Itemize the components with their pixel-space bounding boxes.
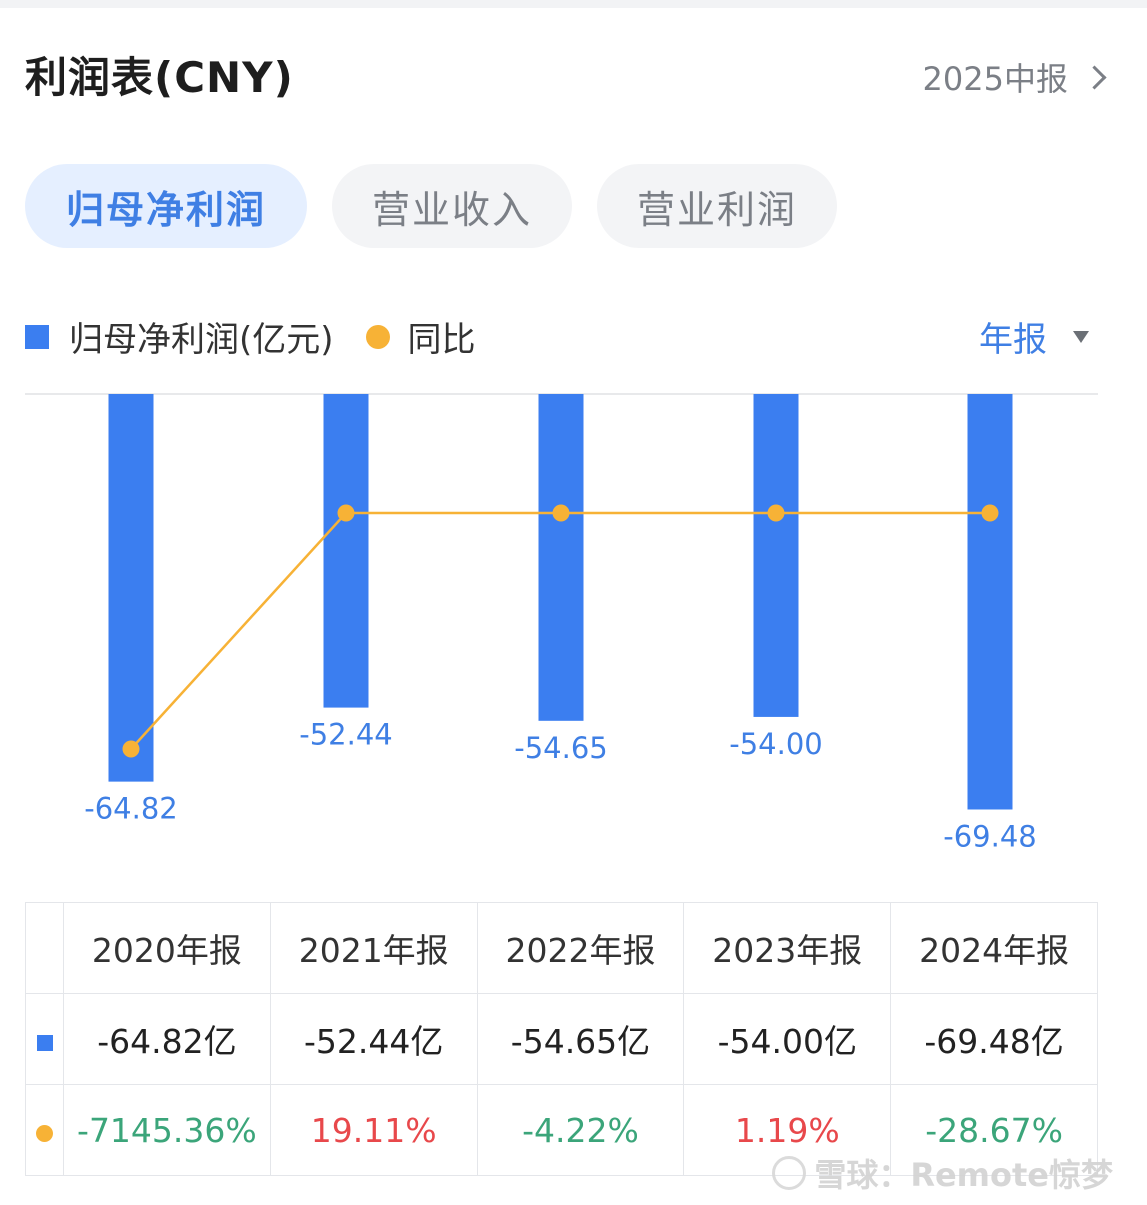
profit-chart: -64.82 -52.44 -54.65 -54.00 -69.48 xyxy=(25,393,1098,853)
yoy-cell: 19.11% xyxy=(269,1084,478,1176)
bar-2020年报 xyxy=(108,394,154,782)
period-selector[interactable]: 2025中报 xyxy=(922,54,1107,100)
yoy-cell: -28.67% xyxy=(890,1084,1098,1176)
yoy-point xyxy=(337,504,355,522)
table-header-cell: 2024年报 xyxy=(890,902,1098,994)
profit-cell: -64.82亿 xyxy=(63,993,271,1085)
bar-value-label: -52.44 xyxy=(299,718,393,752)
yoy-cell: -7145.36% xyxy=(63,1084,271,1176)
yoy-point xyxy=(767,504,785,522)
tab-net-profit[interactable]: 归母净利润 xyxy=(25,164,307,248)
table-header-cell: 2023年报 xyxy=(683,902,892,994)
table-header-cell: 2020年报 xyxy=(63,902,271,994)
profit-cell: -54.65亿 xyxy=(476,993,685,1085)
report-type-label: 年报 xyxy=(979,320,1047,360)
bar-2021年报 xyxy=(323,394,369,708)
xueqiu-logo-icon xyxy=(772,1156,807,1190)
yoy-point xyxy=(981,504,999,522)
top-strip xyxy=(0,0,1147,8)
yoy-cell: -4.22% xyxy=(476,1084,685,1176)
bar-2024年报 xyxy=(967,394,1013,810)
table-header-cell: 2022年报 xyxy=(476,902,685,994)
bar-value-label: -54.65 xyxy=(514,731,608,765)
line-legend-label: 同比 xyxy=(407,320,476,360)
profit-cell: -52.44亿 xyxy=(269,993,478,1085)
table-row-profit: -64.82亿 -52.44亿 -54.65亿 -54.00亿 -69.48亿 xyxy=(25,993,1098,1085)
profit-cell: -69.48亿 xyxy=(890,993,1098,1085)
bar-2022年报 xyxy=(538,394,584,721)
bar-value-label: -54.00 xyxy=(729,727,823,761)
report-type-dropdown[interactable]: 年报 xyxy=(979,312,1089,361)
table-corner-cell xyxy=(25,902,64,994)
table-row-yoy: -7145.36% 19.11% -4.22% 1.19% -28.67% xyxy=(25,1084,1098,1176)
chart-legend: 归母净利润(亿元) 同比 xyxy=(25,312,476,361)
yoy-point xyxy=(552,504,570,522)
table-header-row: 2020年报 2021年报 2022年报 2023年报 2024年报 xyxy=(25,902,1098,994)
yoy-point xyxy=(122,740,140,758)
bar-value-label: -69.48 xyxy=(943,819,1037,853)
watermark-text: 雪球：Remote惊梦 xyxy=(814,1156,1113,1194)
dot-marker-icon xyxy=(36,1124,53,1142)
profit-row-marker-cell xyxy=(25,993,64,1085)
watermark: 雪球：Remote惊梦 xyxy=(772,1150,1113,1196)
caret-down-icon xyxy=(1073,330,1089,343)
tab-revenue[interactable]: 营业收入 xyxy=(332,164,572,248)
table-header-cell: 2021年报 xyxy=(269,902,478,994)
yoy-row-marker-cell xyxy=(25,1084,64,1176)
metric-tabs: 归母净利润 营业收入 营业利润 xyxy=(25,164,837,248)
chevron-right-icon xyxy=(1082,64,1107,90)
bar-value-label: -64.82 xyxy=(84,792,178,826)
page-title: 利润表(CNY) xyxy=(25,53,294,102)
tab-operating-profit[interactable]: 营业利润 xyxy=(597,164,837,248)
line-legend-marker xyxy=(365,324,390,349)
bar-legend-marker xyxy=(25,324,49,349)
period-label: 2025中报 xyxy=(922,60,1068,98)
bar-legend-label: 归母净利润(亿元) xyxy=(69,320,334,360)
bar-2023年报 xyxy=(753,394,799,717)
profit-cell: -54.00亿 xyxy=(683,993,892,1085)
data-table: 2020年报 2021年报 2022年报 2023年报 2024年报 -64.8… xyxy=(25,902,1098,1176)
square-marker-icon xyxy=(36,1034,53,1051)
